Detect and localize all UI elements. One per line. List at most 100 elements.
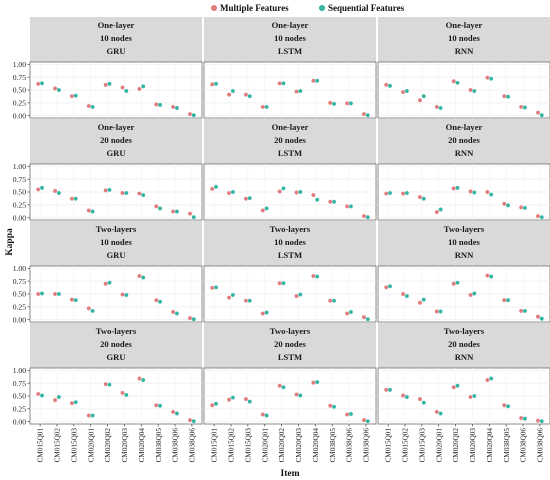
- data-point-multiple-features: [468, 189, 473, 194]
- panel-7: Two-layers 10 nodes LSTM: [203, 221, 377, 323]
- data-point-multiple-features: [52, 188, 58, 194]
- y-tick-label: 0.50: [13, 86, 26, 95]
- y-tick-label: 0.25: [13, 404, 26, 413]
- panel-strip: [30, 323, 202, 368]
- data-point-sequential-features: [73, 399, 78, 405]
- data-point-multiple-features: [226, 397, 232, 402]
- data-point-multiple-features: [187, 417, 193, 423]
- data-point-sequential-features: [124, 88, 129, 94]
- data-point-sequential-features: [472, 393, 477, 399]
- data-point-sequential-features: [488, 376, 494, 381]
- data-point-sequential-features: [73, 93, 78, 98]
- data-point-sequential-features: [505, 297, 511, 303]
- data-point-sequential-features: [281, 81, 286, 86]
- data-point-sequential-features: [455, 80, 460, 86]
- y-tick-label: 0.50: [13, 392, 26, 401]
- data-point-multiple-features: [170, 104, 176, 110]
- strip-label: RNN: [455, 46, 474, 56]
- data-point-sequential-features: [157, 102, 163, 108]
- strip-label: 20 nodes: [100, 339, 132, 349]
- panel-strip: [204, 221, 376, 266]
- data-point-multiple-features: [69, 297, 75, 302]
- data-point-multiple-features: [417, 194, 423, 200]
- data-point-sequential-features: [90, 413, 95, 418]
- data-point-sequential-features: [348, 101, 354, 106]
- data-point-sequential-features: [404, 293, 410, 299]
- panel-5: One-layer 20 nodes RNN: [377, 119, 550, 221]
- strip-label: 20 nodes: [448, 339, 480, 349]
- panel-strip: [30, 17, 202, 62]
- data-point-multiple-features: [502, 201, 507, 207]
- x-tick-label: CM038Q06: [520, 428, 528, 463]
- y-tick-label: 0.75: [13, 175, 26, 184]
- x-tick-label: CM015Q02: [402, 428, 410, 463]
- data-point-multiple-features: [361, 111, 367, 117]
- data-point-multiple-features: [170, 309, 176, 315]
- data-point-sequential-features: [281, 280, 286, 286]
- data-point-multiple-features: [154, 204, 159, 209]
- data-point-multiple-features: [485, 189, 490, 195]
- data-point-sequential-features: [124, 190, 129, 196]
- data-point-multiple-features: [120, 292, 125, 297]
- data-point-sequential-features: [90, 209, 95, 214]
- data-point-sequential-features: [488, 76, 494, 81]
- data-point-sequential-features: [124, 392, 129, 398]
- data-point-sequential-features: [348, 411, 354, 417]
- data-point-sequential-features: [505, 94, 511, 99]
- x-axis-tick-labels: CM015Q01 CM015Q02 CM015Q03 CM020Q01 CM020Q02…: [37, 424, 544, 463]
- y-tick-label: 1.00: [13, 264, 26, 273]
- data-point-sequential-features: [157, 403, 163, 409]
- data-point-sequential-features: [539, 214, 545, 220]
- data-point-multiple-features: [154, 297, 159, 303]
- data-point-sequential-features: [56, 394, 62, 400]
- strip-label: GRU: [106, 46, 125, 56]
- data-point-multiple-features: [209, 186, 215, 192]
- strip-label: GRU: [106, 250, 125, 260]
- y-tick-label: 0.75: [13, 73, 26, 82]
- data-point-multiple-features: [243, 196, 249, 201]
- data-point-multiple-features: [209, 285, 215, 291]
- data-point-multiple-features: [226, 295, 232, 300]
- strip-label: 20 nodes: [100, 135, 132, 145]
- panel-0: One-layer 10 nodes GRU 0.00 0.25 0.50 0.75 1.00: [13, 17, 203, 120]
- strip-label: LSTM: [278, 148, 302, 158]
- data-point-sequential-features: [365, 112, 371, 118]
- data-point-sequential-features: [213, 81, 219, 87]
- data-point-multiple-features: [170, 409, 176, 415]
- data-point-sequential-features: [191, 418, 197, 424]
- data-point-sequential-features: [331, 404, 337, 410]
- data-point-sequential-features: [247, 298, 252, 303]
- data-point-multiple-features: [400, 89, 406, 95]
- y-tick-label: 0.00: [13, 315, 26, 324]
- data-point-multiple-features: [154, 402, 159, 408]
- data-point-multiple-features: [187, 111, 193, 117]
- panel-strip: [30, 119, 202, 164]
- data-point-sequential-features: [331, 101, 337, 107]
- data-point-multiple-features: [535, 213, 541, 219]
- data-point-sequential-features: [230, 395, 236, 400]
- data-point-sequential-features: [73, 196, 78, 201]
- data-point-sequential-features: [331, 298, 337, 303]
- data-point-sequential-features: [264, 104, 269, 110]
- data-point-multiple-features: [344, 311, 350, 316]
- data-point-multiple-features: [311, 78, 316, 84]
- data-point-sequential-features: [387, 83, 393, 89]
- data-point-sequential-features: [140, 192, 146, 198]
- data-point-multiple-features: [35, 81, 41, 87]
- data-point-sequential-features: [472, 291, 477, 296]
- data-point-multiple-features: [518, 205, 524, 210]
- panel-9: Two-layers 20 nodes GRU 0.00 0.25 0.50 0.75 1.0…: [13, 323, 203, 426]
- strip-label: LSTM: [278, 352, 302, 362]
- data-point-multiple-features: [434, 309, 440, 314]
- panel-grid: One-layer 10 nodes GRU 0.00 0.25 0.50 0.75 1.00…: [13, 17, 550, 426]
- data-point-multiple-features: [277, 383, 282, 388]
- data-point-multiple-features: [451, 186, 456, 191]
- x-tick-label: CM038Q05: [155, 428, 163, 463]
- x-tick-label: CM020Q03: [121, 428, 129, 463]
- x-tick-label: CM020Q02: [104, 428, 112, 463]
- x-tick-label: CM038Q06: [172, 428, 180, 463]
- y-tick-label: 0.00: [13, 111, 26, 120]
- data-point-sequential-features: [421, 196, 426, 201]
- strip-label: 10 nodes: [100, 237, 132, 247]
